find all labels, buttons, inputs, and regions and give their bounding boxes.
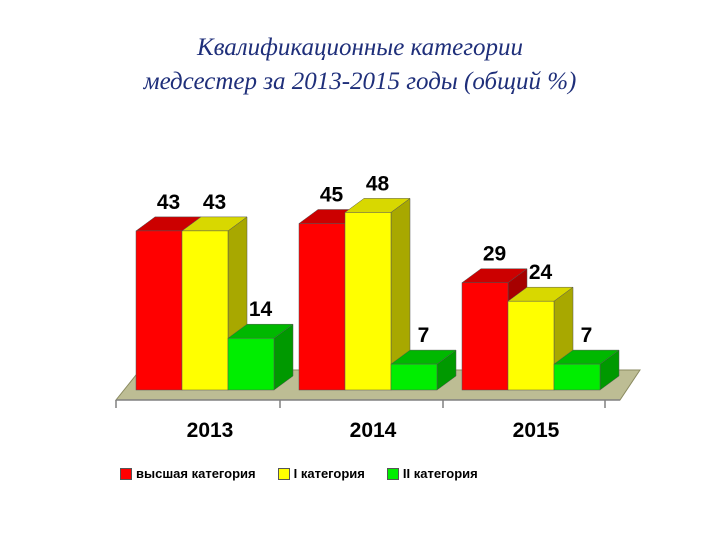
bar-second-2014 [390,349,457,391]
legend-item-higher: высшая категория [120,466,256,481]
data-label-higher-2015: 29 [483,243,506,266]
legend-label-second: II категория [402,466,478,481]
x-tick-label-2015: 2015 [513,419,560,442]
legend: высшая категория I категория II категори… [120,466,478,481]
data-label-first-2013: 43 [203,191,226,214]
data-label-second-2014: 7 [418,324,430,347]
bar-second-2013 [227,323,294,391]
data-label-second-2015: 7 [581,324,593,347]
legend-item-second: II категория [386,466,478,481]
bar-second-2015 [553,349,620,391]
legend-label-higher: высшая категория [136,466,256,481]
bar-first-2014 [344,197,411,391]
data-label-second-2013: 14 [249,298,273,321]
data-label-higher-2013: 43 [157,191,180,214]
x-tick-label-2014: 2014 [350,419,397,442]
chart-title-line-1: Квалификационные категории [196,34,524,61]
legend-item-first: I категория [277,466,365,481]
data-label-higher-2014: 45 [320,184,344,207]
data-label-first-2014: 48 [366,172,390,195]
legend-swatch-higher [120,467,132,480]
x-tick-label-2013: 2013 [187,419,234,442]
legend-swatch-first [277,467,290,480]
legend-swatch-second [386,467,399,480]
chart-title-line-2: медсестер за 2013-2015 годы (общий %) [143,68,577,95]
legend-label-first: I категория [293,466,365,481]
data-label-first-2015: 24 [529,261,553,284]
